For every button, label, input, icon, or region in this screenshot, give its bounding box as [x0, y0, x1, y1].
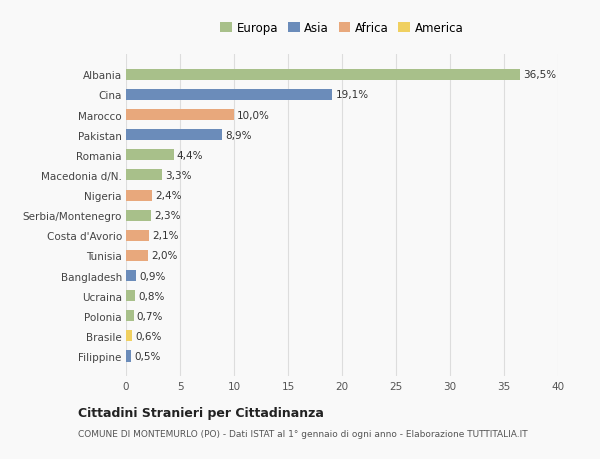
Text: 0,9%: 0,9%: [139, 271, 166, 281]
Text: 36,5%: 36,5%: [523, 70, 557, 80]
Bar: [126, 170, 161, 181]
Text: COMUNE DI MONTEMURLO (PO) - Dati ISTAT al 1° gennaio di ogni anno - Elaborazione: COMUNE DI MONTEMURLO (PO) - Dati ISTAT a…: [78, 429, 527, 438]
Bar: [126, 110, 234, 121]
Text: 0,7%: 0,7%: [137, 311, 163, 321]
Text: 2,4%: 2,4%: [155, 190, 182, 201]
Text: 8,9%: 8,9%: [226, 130, 252, 140]
Bar: [126, 351, 131, 362]
Bar: [126, 210, 151, 221]
Bar: [126, 190, 152, 201]
Bar: [126, 230, 149, 241]
Text: 2,3%: 2,3%: [154, 211, 181, 221]
Bar: [126, 270, 136, 281]
Text: 3,3%: 3,3%: [165, 171, 191, 180]
Bar: [126, 291, 134, 302]
Text: 19,1%: 19,1%: [335, 90, 368, 100]
Text: Cittadini Stranieri per Cittadinanza: Cittadini Stranieri per Cittadinanza: [78, 406, 324, 419]
Bar: [126, 130, 222, 141]
Bar: [126, 311, 134, 322]
Bar: [126, 330, 133, 341]
Text: 0,8%: 0,8%: [138, 291, 164, 301]
Text: 2,1%: 2,1%: [152, 231, 178, 241]
Bar: [126, 250, 148, 262]
Bar: [126, 150, 173, 161]
Bar: [126, 70, 520, 81]
Text: 0,6%: 0,6%: [136, 331, 162, 341]
Bar: [126, 90, 332, 101]
Text: 10,0%: 10,0%: [237, 110, 270, 120]
Legend: Europa, Asia, Africa, America: Europa, Asia, Africa, America: [220, 22, 464, 35]
Text: 4,4%: 4,4%: [177, 151, 203, 161]
Text: 0,5%: 0,5%: [134, 351, 161, 361]
Text: 2,0%: 2,0%: [151, 251, 177, 261]
